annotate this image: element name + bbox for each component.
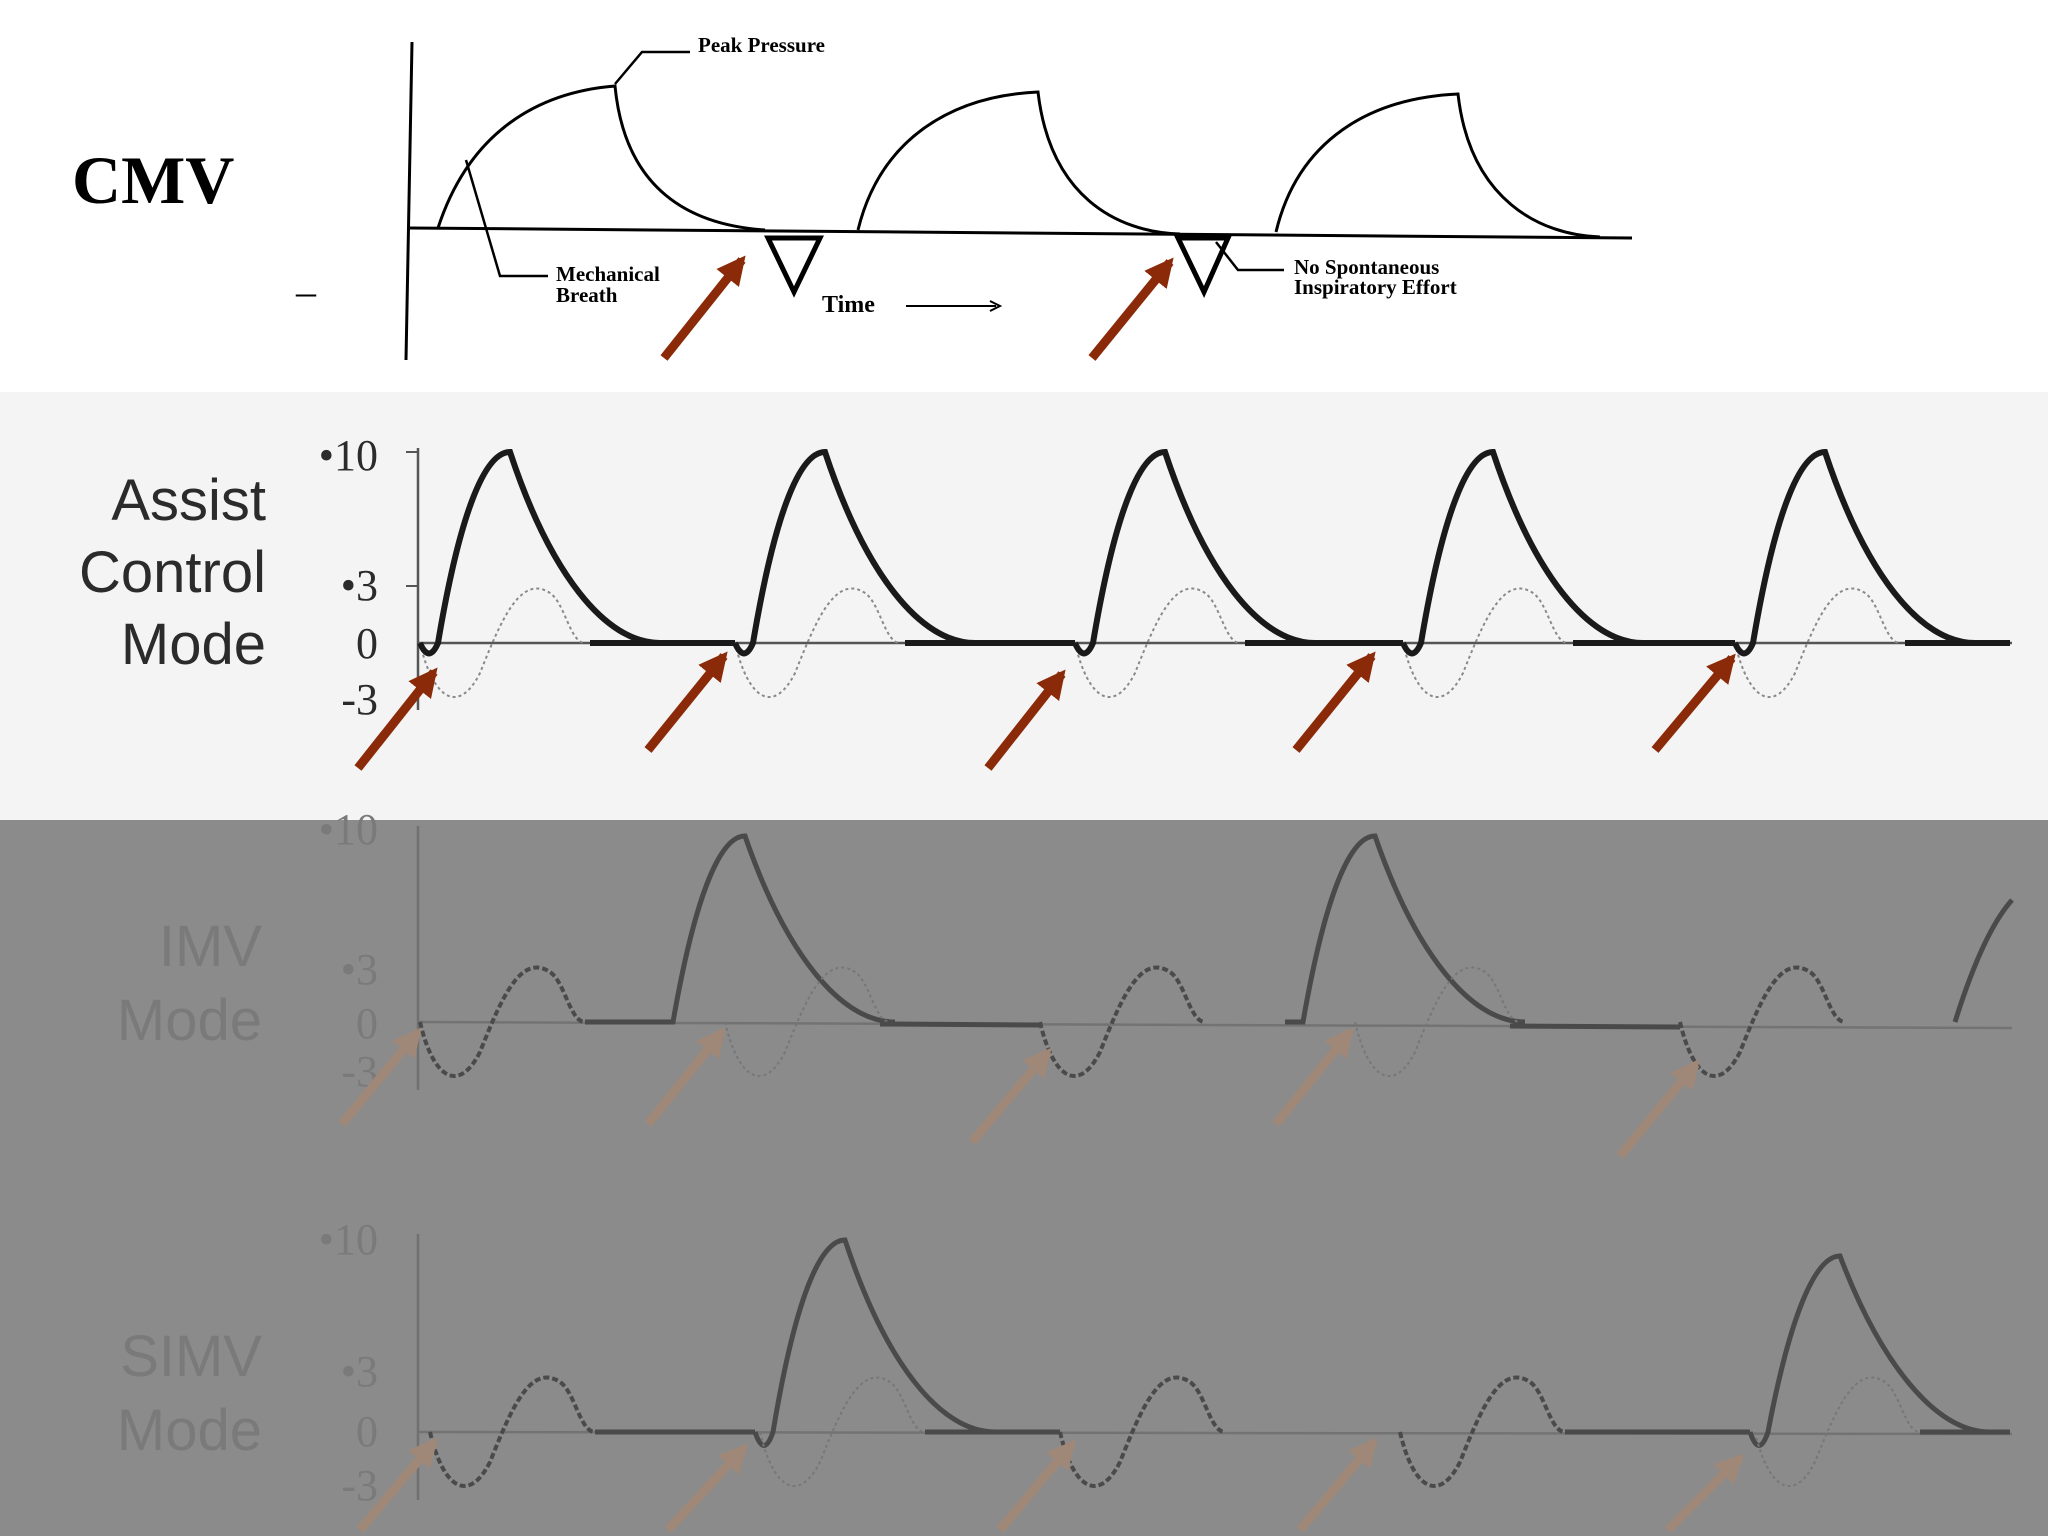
imv-trigger-arrows [338, 1027, 1700, 1159]
imv-zero-line [417, 1020, 2013, 1030]
assist-control-label-line-1: Assist [111, 468, 266, 533]
imv-tick-3: •3 [341, 945, 378, 994]
ac-arrow-1 [354, 667, 438, 771]
imv-arrow-1 [338, 1027, 422, 1127]
no-effort-triangle-2 [1174, 235, 1232, 298]
time-arrow-head [989, 300, 1003, 312]
cmv-pressure-axis [404, 41, 414, 361]
simv-arrow-1 [356, 1437, 438, 1533]
assist-control-trigger-arrows [354, 651, 1736, 771]
ac-tick-10: •10 [319, 431, 378, 480]
imv-effort-3 [1678, 965, 1846, 1078]
simv-effort-2 [1058, 1375, 1226, 1488]
imv-tick-0: 0 [356, 999, 378, 1048]
assist-control-ticks: •10 •3 0 -3 [319, 431, 378, 724]
no-spontaneous-label-2: Inspiratory Effort [1294, 275, 1457, 299]
assist-control-waveforms [417, 448, 2010, 698]
assist-control-label: Assist Control Mode [79, 468, 266, 677]
peak-pressure-label: Peak Pressure [698, 33, 825, 57]
simv-breath-effort-2 [1754, 1376, 1921, 1487]
simv-tick-0: 0 [356, 1407, 378, 1456]
cmv-title: CMV [72, 142, 234, 218]
imv-arrow-4 [1272, 1027, 1354, 1127]
simv-arrow-2 [664, 1443, 748, 1534]
imv-arrow-5 [1616, 1059, 1700, 1159]
mechanical-breath-label-1: Mechanical [556, 262, 660, 286]
simv-label: SIMV Mode [117, 1324, 262, 1463]
simv-breath-2 [1747, 1253, 1991, 1448]
simv-waveforms [428, 1237, 2010, 1488]
simv-arrow-3 [996, 1439, 1076, 1533]
simv-arrow-5 [1664, 1453, 1745, 1534]
no-spontaneous-leader [1215, 241, 1284, 272]
simv-arrow-4 [1296, 1437, 1378, 1533]
cmv-panel [0, 0, 2048, 392]
imv-label: IMV Mode [117, 914, 262, 1053]
assist-control-label-line-3: Mode [121, 612, 266, 677]
cmv-breath-1 [436, 84, 766, 232]
cmv-baseline [409, 226, 1633, 240]
cmv-arrow-1 [660, 255, 746, 361]
peak-pressure-leader [614, 50, 690, 85]
imv-arrow-2 [644, 1027, 726, 1127]
cmv-arrow-2 [1088, 257, 1174, 361]
simv-tick-3: •3 [341, 1347, 378, 1396]
mechanical-breath-leader [464, 159, 548, 278]
ac-tick-0: 0 [356, 619, 378, 668]
imv-arrow-3 [968, 1047, 1052, 1145]
ac-arrow-5 [1651, 653, 1736, 753]
simv-effort-3 [1398, 1375, 1566, 1488]
imv-simv-panel [0, 820, 2048, 1536]
imv-flat-3 [1509, 1023, 1681, 1030]
imv-effort-1 [418, 965, 586, 1078]
assist-control-label-line-2: Control [79, 540, 266, 605]
imv-breath-2 [1285, 833, 1526, 1025]
simv-breath-1 [752, 1237, 996, 1448]
simv-tick-minus-3: -3 [341, 1461, 378, 1510]
ac-breath-3 [1072, 448, 1316, 657]
ac-arrow-3 [984, 669, 1066, 771]
simv-trigger-arrows [356, 1437, 1745, 1534]
simv-ticks: •10 •3 0 -3 [319, 1215, 378, 1510]
imv-breath-effort-1 [724, 966, 891, 1077]
mechanical-breath-label-2: Breath [556, 283, 618, 307]
ac-tick-minus-3: -3 [341, 675, 378, 724]
simv-label-line-1: SIMV [120, 1324, 262, 1389]
simv-label-line-2: Mode [117, 1398, 262, 1463]
imv-flat-2 [879, 1021, 1041, 1028]
simv-effort-1 [428, 1375, 596, 1488]
no-spontaneous-label-1: No Spontaneous [1294, 255, 1439, 279]
imv-label-line-1: IMV [159, 914, 262, 979]
cmv-dash: – [295, 269, 317, 314]
time-label: Time [822, 292, 875, 318]
simv-tick-10: •10 [319, 1215, 378, 1264]
ac-arrow-4 [1292, 651, 1376, 753]
cmv-breath-2 [856, 90, 1181, 236]
imv-effort-2 [1038, 965, 1206, 1078]
imv-waveforms [418, 833, 2014, 1078]
imv-tick-10: •10 [319, 805, 378, 854]
assist-control-panel [0, 392, 2048, 820]
ac-breath-1 [417, 448, 661, 657]
imv-ticks: •10 •3 0 -3 [319, 805, 378, 1096]
ac-breath-4 [1400, 448, 1644, 657]
imv-breath-1 [655, 833, 896, 1025]
ac-breath-5 [1732, 448, 1976, 657]
no-effort-triangle-1 [764, 235, 824, 298]
ac-tick-3: •3 [341, 561, 378, 610]
imv-label-line-2: Mode [117, 988, 262, 1053]
imv-breath-tail [1952, 898, 2014, 1023]
cmv-breath-3 [1274, 92, 1601, 239]
ac-breath-2 [732, 448, 976, 657]
ac-arrow-2 [644, 651, 728, 753]
imv-breath-effort-2 [1354, 966, 1521, 1077]
